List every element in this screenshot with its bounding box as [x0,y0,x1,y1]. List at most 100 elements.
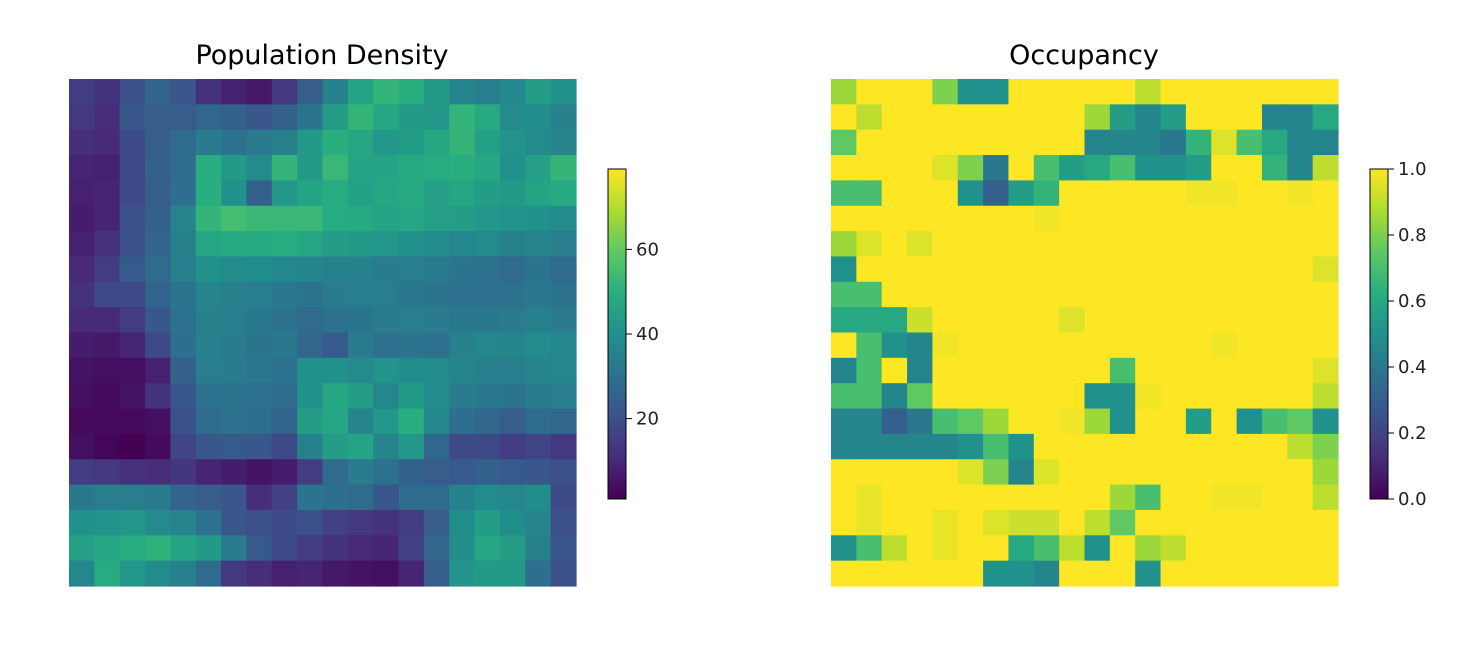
heatmap-cell [145,256,171,283]
heatmap-cell [1261,484,1288,511]
heatmap-cell [1236,256,1263,283]
heatmap-cell [1211,104,1238,131]
heatmap-cell [1312,332,1339,359]
heatmap-cell [1084,509,1111,536]
heatmap-cell [1261,104,1288,131]
heatmap-cell [246,433,273,460]
heatmap-cell [1312,484,1339,511]
heatmap-cell [423,281,450,308]
heatmap-cell [398,433,425,460]
heatmap-cell [423,180,450,207]
heatmap-cell [1236,509,1263,536]
heatmap-cell [1261,307,1288,334]
heatmap-cell [1287,509,1314,536]
heatmap-cell [881,180,908,207]
colorbar-tick-label: 60 [636,239,659,260]
heatmap-cell [1109,408,1136,435]
heatmap-cell [983,205,1010,232]
heatmap-cell [1033,357,1060,384]
heatmap-cell [856,307,883,334]
heatmap-cell [449,281,476,308]
heatmap-cell [1084,307,1111,334]
heatmap-cell [550,256,577,283]
heatmap-cell [1059,459,1086,486]
heatmap-cell [423,205,450,232]
heatmap-cell [69,484,95,511]
heatmap-cell [907,535,933,562]
heatmap-cell [907,332,933,359]
heatmap-cell [1160,256,1187,283]
heatmap-cell [983,79,1010,105]
heatmap-cell [932,484,959,511]
heatmap-cell [550,484,577,511]
heatmap-cell [525,180,552,207]
heatmap-cell [449,155,476,181]
heatmap-cell [1059,357,1086,384]
heatmap-cell [69,408,95,435]
heatmap-cell [1160,484,1187,511]
heatmap-cell [1236,484,1263,511]
heatmap-cell [1287,560,1314,587]
heatmap-cell [221,332,248,359]
heatmap-cell [246,307,273,334]
heatmap-cell [1287,459,1314,486]
heatmap-cell [907,180,933,207]
heatmap-cell [1033,180,1060,207]
heatmap-cell [856,459,883,486]
heatmap-cell [423,509,450,536]
heatmap-cell [1312,509,1339,536]
heatmap-cell [1059,408,1086,435]
heatmap-cell [271,256,298,283]
heatmap-cell [1312,281,1339,308]
heatmap-cell [907,104,933,131]
heatmap-cell [881,484,908,511]
heatmap-cell [1211,281,1238,308]
heatmap-cell [1109,433,1136,460]
heatmap-cell [550,509,577,536]
heatmap-cell [957,104,984,131]
heatmap-cell [1033,205,1060,232]
heatmap-cell [856,129,883,156]
heatmap-cell [1236,104,1263,131]
heatmap-cell [398,535,425,562]
heatmap-cell [499,332,526,359]
heatmap-cell [1059,560,1086,587]
heatmap-cell [69,383,95,410]
heatmap-cell [1185,383,1212,410]
heatmap-cell [1008,129,1035,156]
heatmap-cell [856,231,883,258]
heatmap-cell [423,129,450,156]
heatmap-cell [831,459,857,486]
heatmap-cell [398,459,425,486]
heatmap-cell [246,459,273,486]
heatmap-cell [423,535,450,562]
heatmap-cell [1059,231,1086,258]
heatmap-cell [1160,332,1187,359]
heatmap-cell [831,433,857,460]
heatmap-cell [449,560,476,587]
heatmap-cell [1109,535,1136,562]
heatmap-cell [957,560,984,587]
heatmap-cell [1059,332,1086,359]
heatmap-cell [499,256,526,283]
heatmap-cell [881,332,908,359]
heatmap-cell [1160,357,1187,384]
heatmap-cell [856,484,883,511]
heatmap-cell [221,281,248,308]
heatmap-cell [347,256,374,283]
heatmap-cell [831,408,857,435]
heatmap-cell [170,332,197,359]
heatmap-cell [957,357,984,384]
heatmap-cell [373,231,400,258]
heatmap-cell [1236,307,1263,334]
heatmap-cell [398,560,425,587]
heatmap-cell [246,79,273,105]
heatmap-cell [297,155,324,181]
heatmap-cell [373,408,400,435]
heatmap-cell [1135,357,1162,384]
heatmap-cell [983,256,1010,283]
heatmap-cell [398,332,425,359]
heatmap-cell [1008,307,1035,334]
heatmap-cell [1033,129,1060,156]
heatmap-cell [474,307,501,334]
